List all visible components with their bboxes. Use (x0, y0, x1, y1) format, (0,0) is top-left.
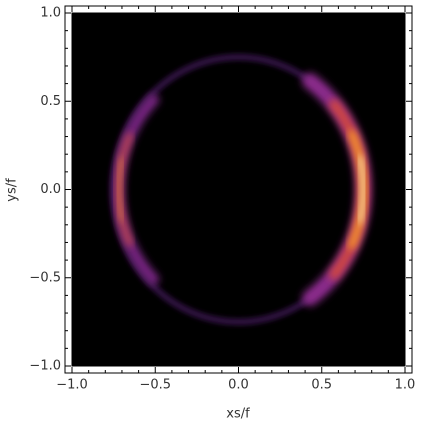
plot-area (72, 13, 405, 366)
background (72, 13, 405, 366)
y-tick-label: −1.0 (29, 359, 61, 374)
y-tick-label: 1.0 (40, 6, 61, 21)
y-tick-label: −0.5 (29, 270, 61, 285)
y-tick-label: 0.0 (40, 182, 61, 197)
x-axis-label: xs/f (226, 407, 250, 422)
x-tick-label: 1.0 (395, 378, 416, 393)
y-axis-label: ys/f (5, 178, 20, 202)
x-tick-label: −0.5 (139, 378, 171, 393)
y-tick-label: 0.5 (40, 94, 61, 109)
x-tick-label: 0.0 (228, 378, 249, 393)
plot-border (71, 12, 406, 367)
intensity-arc (117, 157, 124, 222)
x-tick-label: 0.5 (311, 378, 332, 393)
x-tick-label: −1.0 (56, 378, 88, 393)
intensity-arc (357, 155, 366, 224)
